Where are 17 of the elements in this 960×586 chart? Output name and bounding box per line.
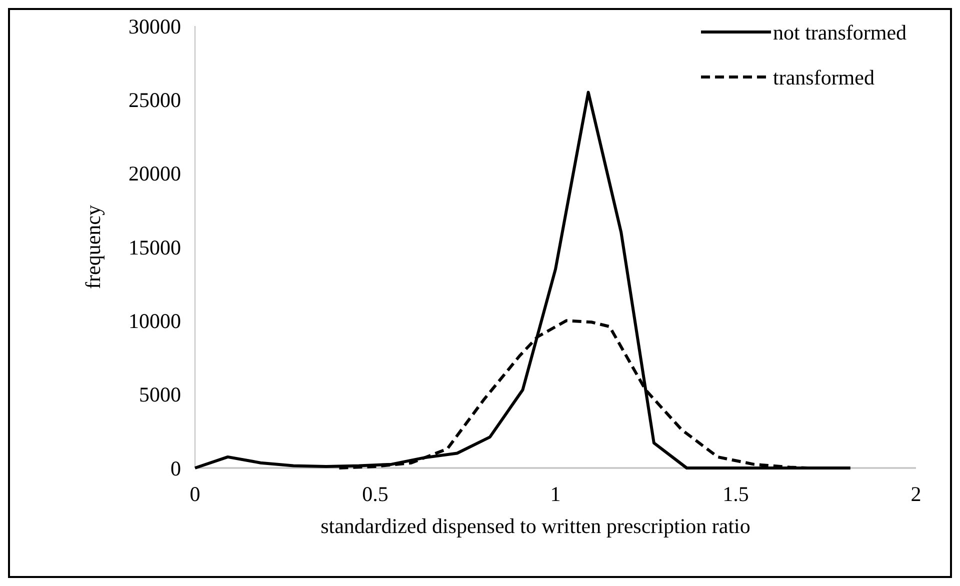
legend-label: transformed <box>773 65 875 90</box>
y-tick-label: 30000 <box>128 14 181 38</box>
legend-label: not transformed <box>773 20 908 44</box>
x-tick-label: 0.5 <box>362 482 388 506</box>
y-tick-label: 5000 <box>139 382 181 407</box>
y-tick-label: 10000 <box>128 309 181 334</box>
line-series <box>194 90 852 470</box>
y-tick-label: 0 <box>170 456 181 480</box>
x-tick-label: 0 <box>190 482 200 506</box>
y-tick-label: 20000 <box>128 162 181 186</box>
x-tick-label: 1 <box>550 482 561 506</box>
x-tick-label: 1.5 <box>722 482 749 506</box>
x-tick-label: 2 <box>910 482 922 506</box>
y-tick-label: 25000 <box>128 88 181 112</box>
y-tick-label: 15000 <box>128 235 181 260</box>
y-axis-title: frequency <box>81 204 105 289</box>
x-axis-title: standardized dispensed to written prescription ratio <box>320 514 750 538</box>
